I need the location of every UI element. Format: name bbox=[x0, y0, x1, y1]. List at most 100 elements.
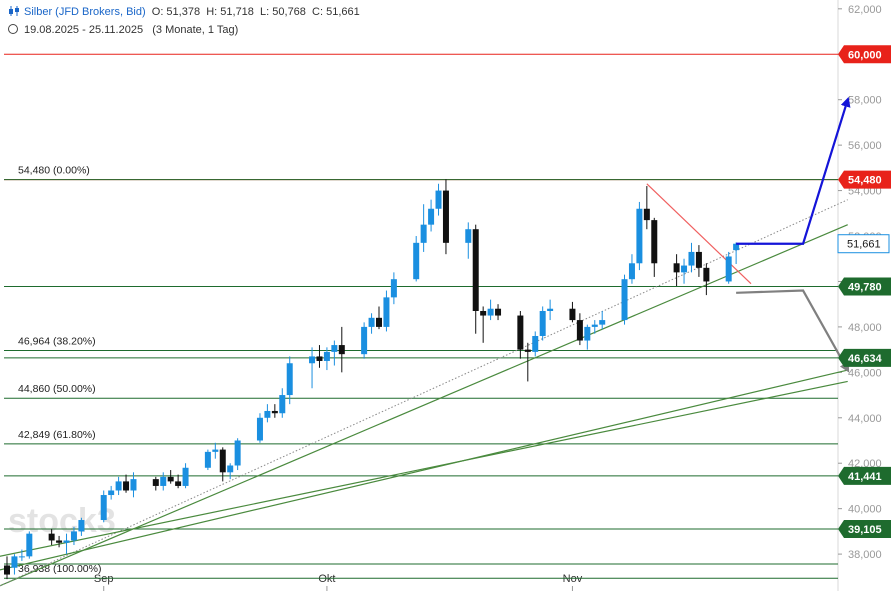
level-badge bbox=[838, 170, 891, 189]
candle-body bbox=[673, 263, 680, 273]
candle-body bbox=[472, 229, 479, 311]
y-tick-label: 44,000 bbox=[848, 413, 882, 425]
candle-body bbox=[4, 565, 10, 575]
candle-body bbox=[11, 556, 18, 568]
y-tick-label: 38,000 bbox=[848, 549, 882, 561]
candle-body bbox=[70, 531, 77, 541]
chart-header: Silber (JFD Brokers, Bid) O: 51,378 H: 5… bbox=[8, 6, 360, 18]
candle-body bbox=[695, 251, 702, 268]
candle-body bbox=[286, 363, 293, 396]
candle-body bbox=[309, 356, 316, 364]
candle-body bbox=[331, 345, 338, 352]
x-tick-label: Sep bbox=[94, 573, 114, 585]
level-badge-label: 41,441 bbox=[848, 471, 882, 483]
candle-body bbox=[636, 208, 643, 264]
instrument-title[interactable]: Silber (JFD Brokers, Bid) bbox=[24, 6, 146, 18]
open-value: O: 51,378 bbox=[151, 6, 201, 18]
level-badge bbox=[838, 45, 891, 64]
candle-body bbox=[26, 533, 33, 557]
candle-body bbox=[376, 317, 382, 327]
trendline bbox=[0, 224, 848, 587]
candle-body bbox=[167, 476, 174, 482]
candle-body bbox=[182, 467, 189, 486]
candle-body bbox=[539, 310, 546, 336]
candle-body bbox=[361, 326, 368, 355]
candle-body bbox=[480, 310, 487, 316]
candle-body bbox=[547, 308, 554, 311]
candle-body bbox=[495, 308, 502, 316]
candle-body bbox=[621, 279, 628, 321]
candle-body bbox=[212, 449, 219, 452]
candle-body bbox=[591, 324, 598, 327]
y-tick-label: 40,000 bbox=[848, 504, 882, 516]
level-badge-label: 46,634 bbox=[848, 353, 883, 365]
candle-body bbox=[264, 410, 271, 418]
candle-body bbox=[323, 351, 330, 361]
candle-body bbox=[435, 190, 442, 209]
level-badge-label: 39,105 bbox=[848, 524, 882, 536]
candle-body bbox=[152, 479, 159, 486]
candle-body bbox=[175, 481, 182, 486]
candle-body bbox=[115, 481, 122, 491]
candle-body bbox=[413, 242, 420, 280]
x-tick-label: Nov bbox=[563, 573, 583, 585]
candle-body bbox=[204, 451, 211, 468]
chart-range: 19.08.2025 - 25.11.2025 (3 Monate, 1 Tag… bbox=[8, 24, 238, 36]
low-value: L: 50,768 bbox=[260, 6, 306, 18]
candlestick-icon bbox=[9, 6, 19, 16]
candle-body bbox=[524, 349, 531, 352]
candle-body bbox=[108, 490, 115, 496]
close-value: C: 51,661 bbox=[312, 6, 360, 18]
candle-body bbox=[599, 320, 606, 325]
candle-body bbox=[316, 356, 323, 361]
candle-body bbox=[368, 317, 375, 327]
candle-body bbox=[279, 395, 286, 414]
candle-body bbox=[628, 263, 635, 280]
candle-body bbox=[100, 495, 107, 521]
fib-label: 46,964 (38.20%) bbox=[18, 335, 96, 347]
level-badge bbox=[838, 466, 891, 485]
candle-body bbox=[643, 208, 650, 221]
candle-body bbox=[688, 251, 695, 266]
high-value: H: 51,718 bbox=[206, 6, 254, 18]
candle-body bbox=[442, 190, 449, 243]
interval: (3 Monate, 1 Tag) bbox=[152, 24, 239, 36]
watermark-logo: stock3 bbox=[8, 502, 116, 540]
date-range: 19.08.2025 - 25.11.2025 bbox=[24, 24, 144, 36]
candle-body bbox=[703, 267, 710, 282]
candle-body bbox=[465, 229, 472, 243]
scenario-arrow-up bbox=[736, 96, 851, 245]
candle-body bbox=[532, 335, 539, 352]
fib-label: 54,480 (0.00%) bbox=[18, 165, 90, 177]
candle-body bbox=[123, 481, 130, 491]
y-tick-label: 46,000 bbox=[848, 367, 882, 379]
candle-body bbox=[725, 256, 732, 282]
level-badge-label: 54,480 bbox=[848, 175, 882, 187]
level-badge bbox=[838, 519, 891, 538]
candle-body bbox=[18, 556, 25, 558]
candle-body bbox=[390, 279, 397, 298]
candle-body bbox=[517, 315, 524, 350]
trendline bbox=[646, 183, 752, 285]
candle-body bbox=[160, 476, 167, 486]
fib-label: 44,860 (50.00%) bbox=[18, 383, 96, 395]
current-price-label: 51,661 bbox=[847, 239, 881, 251]
candle-body bbox=[487, 308, 494, 316]
y-tick-label: 58,000 bbox=[848, 95, 882, 107]
candle-body bbox=[338, 345, 345, 355]
candle-body bbox=[78, 520, 85, 532]
candle-body bbox=[56, 540, 63, 543]
candle-body bbox=[271, 410, 278, 414]
current-price-badge bbox=[837, 234, 890, 254]
range-control-icon[interactable] bbox=[8, 24, 18, 34]
trendline bbox=[0, 369, 848, 571]
y-tick-label: 56,000 bbox=[848, 140, 882, 152]
y-tick-label: 48,000 bbox=[848, 322, 882, 334]
candle-body bbox=[576, 320, 583, 341]
candle-body bbox=[569, 308, 576, 321]
trendline bbox=[0, 380, 848, 557]
scenario-arrow-down bbox=[736, 289, 850, 373]
candle-body bbox=[420, 224, 427, 243]
candle-body bbox=[227, 465, 234, 473]
